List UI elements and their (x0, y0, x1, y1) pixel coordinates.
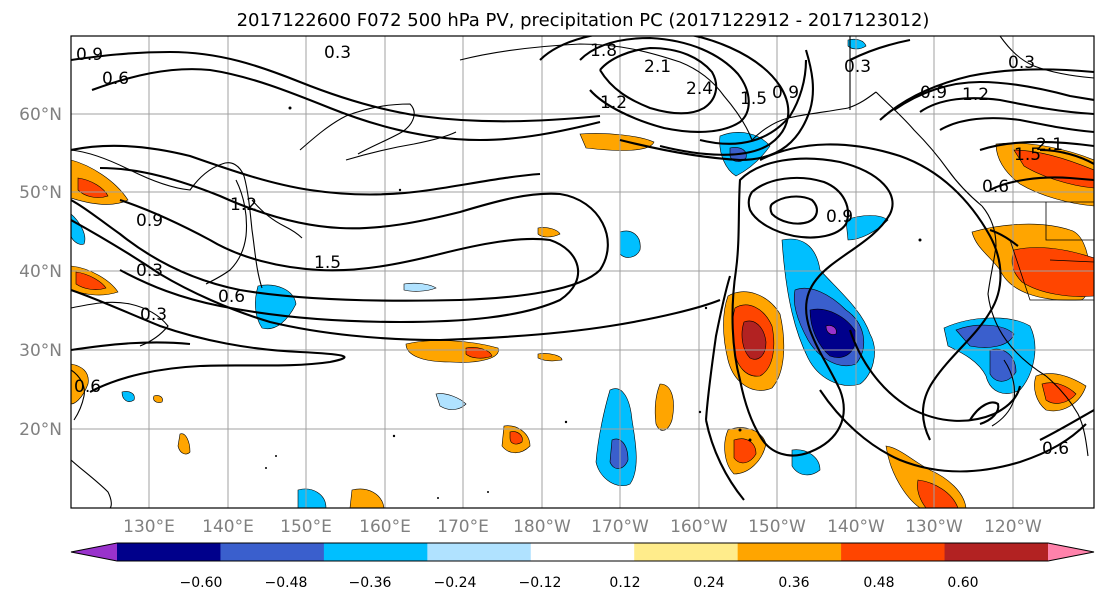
lat-label: 60°N (19, 105, 62, 125)
contour-label: 1.2 (230, 195, 257, 215)
contour-label: 1.2 (600, 93, 627, 113)
colorbar-label: 0.24 (693, 575, 724, 591)
colorbar-label: −0.36 (349, 575, 392, 591)
colorbar-swatches (70, 542, 1095, 562)
colorbar-swatch (944, 543, 1049, 561)
colorbar-label: −0.60 (180, 575, 223, 591)
contour-label: 2.1 (1036, 135, 1063, 155)
colorbar-swatch (841, 543, 946, 561)
colorbar-swatch (1048, 543, 1094, 561)
map-frame (70, 35, 1095, 509)
coastlines (71, 36, 1094, 508)
lon-label: 140°W (827, 517, 885, 537)
contour-label: 0.9 (76, 45, 103, 65)
lat-label: 30°N (19, 341, 62, 361)
lon-label: 120°W (984, 517, 1042, 537)
contour-label: 1.8 (590, 41, 617, 61)
contour-label: 0.3 (1008, 53, 1035, 73)
colorbar-swatch (117, 543, 221, 561)
colorbar-swatch (220, 543, 325, 561)
contour-label: 0.9 (920, 83, 947, 103)
colorbar-label: −0.48 (265, 575, 308, 591)
lon-label: 160°E (359, 517, 411, 537)
contour-label: 0.9 (136, 211, 163, 231)
contour-label: 0.3 (844, 57, 871, 77)
colorbar-labels: −0.60 −0.48 −0.36 −0.24 −0.12 0.12 0.24 … (180, 575, 979, 591)
lon-label: 170°W (591, 517, 649, 537)
colorbar-label: 0.60 (947, 575, 978, 591)
colorbar-outline (70, 542, 1095, 562)
contour-label: 1.5 (1014, 145, 1041, 165)
colorbar-label: 0.12 (609, 575, 640, 591)
pv-contours (71, 36, 1094, 501)
latitude-labels: 60°N 50°N 40°N 30°N 20°N (19, 105, 62, 440)
state-borders (980, 201, 1094, 301)
lon-label: 130°E (123, 517, 175, 537)
contour-label: 1.5 (740, 89, 767, 109)
colorbar-label: 0.48 (863, 575, 894, 591)
contour-label-group: 0.3 0.6 0.9 1.2 1.5 1.8 2.1 2.4 0.3 0.9 … (74, 41, 1069, 459)
colorbar-swatch (530, 543, 635, 561)
colorbar-label: −0.12 (519, 575, 562, 591)
contour-label: 0.6 (74, 377, 101, 397)
lon-label: 130°W (905, 517, 963, 537)
colorbar-swatch (634, 543, 739, 561)
colorbar-swatch (71, 543, 117, 561)
lon-label: 170°E (437, 517, 489, 537)
colorbar-swatch (427, 543, 532, 561)
lon-label: 180°W (513, 517, 571, 537)
lat-label: 50°N (19, 183, 62, 203)
contour-label: 0.6 (218, 287, 245, 307)
contour-label: 0.6 (982, 177, 1009, 197)
contour-label: 2.4 (686, 79, 713, 99)
contour-label: 0.9 (826, 207, 853, 227)
colorbar-swatch (323, 543, 428, 561)
figure-title: 2017122600 F072 500 hPa PV, precipitatio… (237, 10, 930, 31)
colorbar-swatch (737, 543, 842, 561)
lon-label: 150°W (748, 517, 806, 537)
colorbar-label: −0.24 (434, 575, 477, 591)
lon-label: 150°E (280, 517, 332, 537)
contour-label: 1.5 (314, 253, 341, 273)
lon-label: 160°W (670, 517, 728, 537)
contour-label: 0.6 (102, 69, 129, 89)
contour-label: 0.6 (1042, 439, 1069, 459)
lat-label: 40°N (19, 262, 62, 282)
contour-label: 0.3 (324, 43, 351, 63)
contour-label: 2.1 (644, 57, 671, 77)
longitude-labels: 130°E 140°E 150°E 160°E 170°E 180°W 170°… (123, 517, 1042, 537)
map-area: 0.3 0.6 0.9 1.2 1.5 1.8 2.1 2.4 0.3 0.9 … (71, 36, 1094, 508)
lon-label: 140°E (202, 517, 254, 537)
contour-label: 0.9 (772, 83, 799, 103)
contour-label: 1.2 (962, 85, 989, 105)
colorbar-label: 0.36 (778, 575, 809, 591)
colorbar: −0.60 −0.48 −0.36 −0.24 −0.12 0.12 0.24 … (70, 542, 1095, 591)
contour-label: 0.3 (140, 305, 167, 325)
contour-label: 0.3 (136, 261, 163, 281)
islands (265, 106, 922, 499)
lat-label: 20°N (19, 420, 62, 440)
